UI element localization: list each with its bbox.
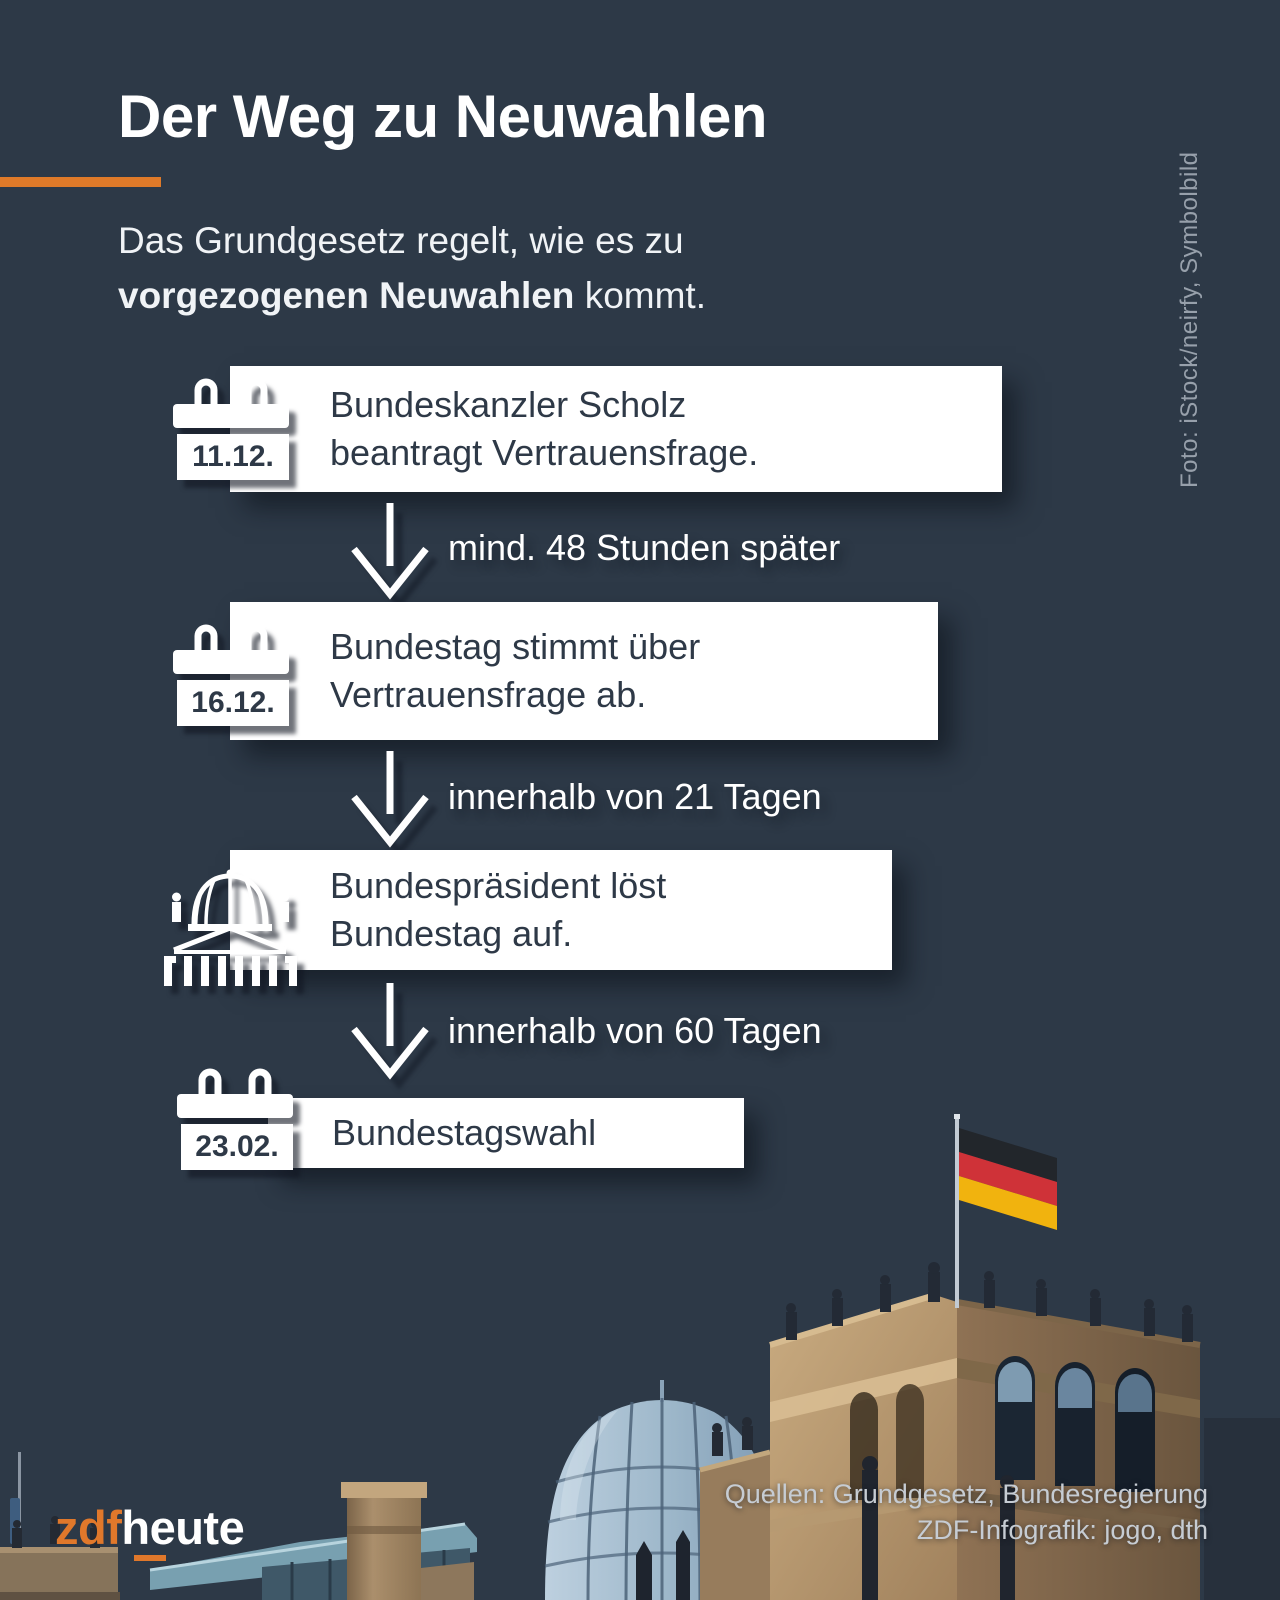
step-text-line: Bundestagswahl xyxy=(332,1112,597,1154)
connector-label: innerhalb von 60 Tagen xyxy=(448,1010,822,1051)
sources-line1: Quellen: Grundgesetz, Bundesregierung xyxy=(724,1479,1208,1509)
sources-text: Quellen: Grundgesetz, Bundesregierung ZD… xyxy=(725,1477,1208,1548)
logo-zdf-text: zdf xyxy=(55,1501,122,1554)
subtitle-bold: vorgezogenen Neuwahlen xyxy=(118,274,575,316)
reichstag-icon xyxy=(164,869,297,986)
arrow-down-icon xyxy=(351,983,429,1080)
subtitle-tail: kommt. xyxy=(574,274,706,316)
german-flag xyxy=(954,1114,1057,1308)
step-text-line: Vertrauensfrage ab. xyxy=(330,674,647,715)
arrow-down-icon xyxy=(351,751,429,848)
tower-statues xyxy=(786,1262,1193,1342)
step-text-line: Bundeskanzler Scholz xyxy=(330,384,687,426)
dark-corner-shape xyxy=(1204,1418,1280,1600)
logo-heute-text: heute xyxy=(121,1501,245,1554)
timeline-step-card: Bundeskanzler Scholz beantragt Vertrauen… xyxy=(230,366,1002,492)
step-date: 16.12. xyxy=(191,686,275,719)
accent-rule xyxy=(0,177,161,187)
facade-statues xyxy=(862,1456,1015,1600)
step-text-line: beantragt Vertrauensfrage. xyxy=(330,432,759,473)
calendar-icon: 23.02. xyxy=(176,1062,294,1172)
step-date: 23.02. xyxy=(195,1130,279,1163)
zdfheute-logo: zdfheute xyxy=(55,1500,245,1555)
reichstag-tower xyxy=(699,1262,1201,1600)
left-rooftops xyxy=(0,1452,477,1600)
page-subtitle: Das Grundgesetz regelt, wie es zu vorgez… xyxy=(118,214,706,324)
sources-line2: ZDF-Infografik: jogo, dth xyxy=(916,1514,1208,1545)
page-title: Der Weg zu Neuwahlen xyxy=(118,83,768,150)
photo-credit: Foto: iStock/neirfy, Symbolbild xyxy=(1176,151,1203,488)
timeline-step-card: Bundestag stimmt über Vertrauensfrage ab… xyxy=(230,602,938,740)
step-date: 11.12. xyxy=(192,440,274,473)
connector-label: innerhalb von 21 Tagen xyxy=(448,776,822,817)
calendar-icon: 16.12. xyxy=(172,618,290,728)
step-text-line: Bundestag stimmt über xyxy=(330,626,701,668)
timeline-step-card: Bundestagswahl xyxy=(268,1098,744,1168)
reichstag-photo xyxy=(0,1114,1280,1600)
logo-underline xyxy=(134,1555,166,1561)
calendar-icon: 11.12. xyxy=(172,372,290,482)
arrow-down-icon xyxy=(351,503,429,600)
connector-label: mind. 48 Stunden später xyxy=(448,527,841,568)
step-text-line: Bundestag auf. xyxy=(330,913,573,954)
subtitle-line1: Das Grundgesetz regelt, wie es zu xyxy=(118,220,684,261)
timeline-step-card: Bundespräsident löst Bundestag auf. xyxy=(230,850,892,970)
step-text-line: Bundespräsident löst xyxy=(330,865,667,907)
